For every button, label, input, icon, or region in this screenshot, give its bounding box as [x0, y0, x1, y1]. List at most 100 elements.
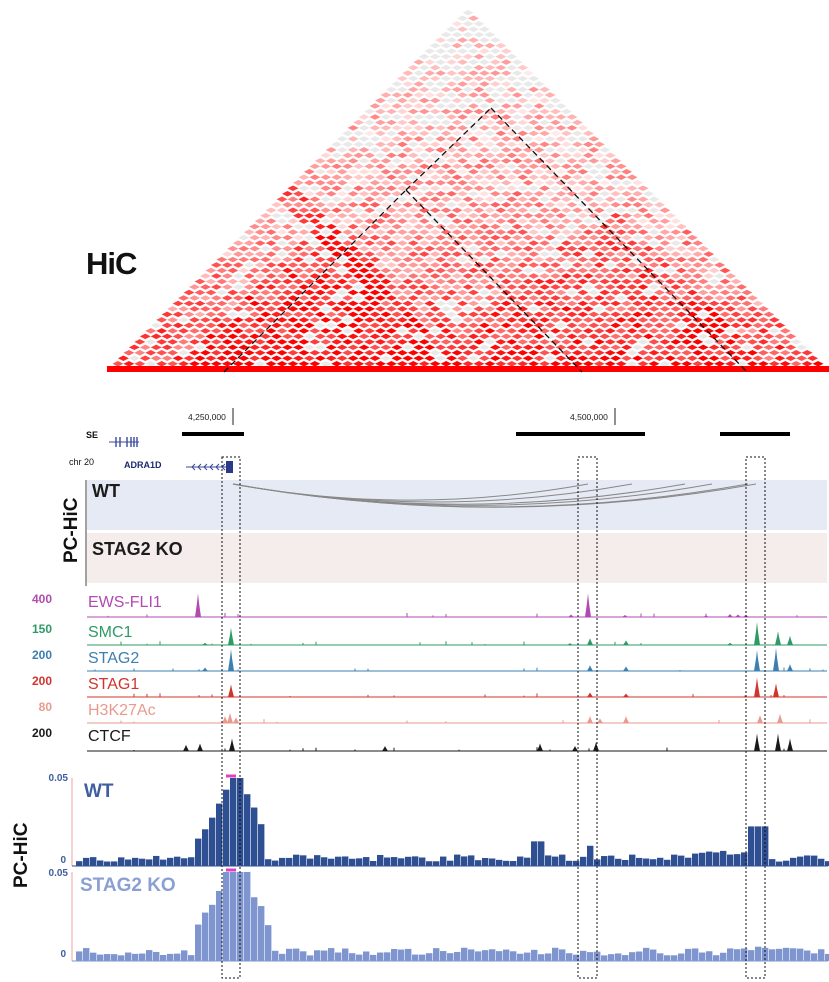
track-scale: 200: [31, 726, 52, 740]
hic-cell: [599, 289, 611, 296]
hic-cell: [325, 256, 337, 263]
hic-cell: [648, 240, 660, 246]
hic-cell: [637, 251, 649, 257]
hic-cell: [210, 339, 222, 345]
hic-cell: [309, 196, 321, 202]
hic-cell: [396, 251, 408, 257]
hic-cell: [719, 322, 731, 329]
hic-cell: [446, 322, 458, 329]
hic-cell: [254, 262, 266, 268]
hic-cell: [320, 196, 332, 202]
hic-cell: [577, 311, 589, 318]
hic-cell: [571, 273, 583, 279]
hic-cell: [550, 361, 561, 367]
hic-cell: [369, 169, 381, 175]
genome-browser: [85, 408, 827, 752]
hic-cell: [407, 185, 419, 191]
hic-cell: [446, 278, 458, 285]
hic-cell: [446, 59, 458, 65]
hic-cell: [681, 284, 693, 290]
hic-cell: [489, 289, 501, 296]
hic-cell: [385, 86, 397, 93]
pchic-bar: [517, 953, 524, 961]
hic-cell: [369, 147, 381, 153]
hic-cell: [741, 322, 753, 329]
pchic-bar: [230, 872, 237, 961]
hic-cell: [664, 311, 676, 318]
hic-cell: [659, 339, 671, 345]
hic-cell: [533, 234, 545, 241]
hic-cell: [276, 317, 288, 323]
hic-cell: [189, 306, 200, 312]
hic-cell: [418, 185, 430, 191]
hic-cell: [664, 322, 676, 329]
pchic-bar: [202, 829, 209, 866]
hic-cell: [615, 273, 627, 279]
hic-cell: [462, 350, 474, 356]
hic-cell: [478, 322, 490, 329]
hic-cell: [506, 53, 518, 60]
hic-cell: [402, 125, 414, 131]
hic-cell: [347, 223, 359, 230]
hic-cell: [511, 234, 523, 241]
hic-cell: [599, 212, 611, 219]
hic-cell: [320, 240, 332, 246]
hic-cell: [282, 212, 293, 219]
hic-cell: [435, 267, 447, 274]
pchic-bar: [125, 952, 132, 961]
hic-cell: [517, 328, 529, 334]
hic-cell: [249, 344, 261, 351]
hic-cell: [550, 174, 561, 181]
pchic-bar: [769, 949, 776, 961]
hic-cell: [331, 328, 343, 334]
hic-cell: [659, 328, 671, 334]
hic-cell: [396, 196, 408, 202]
hic-cell: [588, 322, 600, 329]
hic-cell: [331, 240, 343, 246]
hic-cell: [599, 245, 611, 252]
hic-cell: [391, 158, 403, 164]
hic-cell: [336, 333, 348, 340]
hic-cell: [462, 284, 474, 290]
hic-cell: [440, 31, 452, 38]
hic-cell: [391, 311, 403, 318]
hic-cell: [358, 158, 370, 164]
hic-cell: [205, 344, 217, 351]
hic-cell: [659, 306, 671, 312]
hic-cell: [653, 333, 665, 340]
hic-cell: [298, 317, 310, 323]
hic-cell: [473, 339, 485, 345]
hic-cell: [664, 289, 676, 296]
hic-cell: [216, 267, 228, 274]
hic-cell: [478, 125, 490, 131]
hic-cell: [550, 306, 561, 312]
hic-cell: [708, 333, 720, 340]
hic-cell: [560, 174, 572, 181]
hic-cell: [353, 339, 365, 345]
hic-cell: [528, 295, 540, 301]
pchic-bar: [573, 860, 580, 866]
hic-cell: [528, 108, 540, 115]
hic-cell: [648, 339, 660, 345]
hic-cell: [325, 289, 337, 296]
track-name: CTCF: [88, 728, 131, 745]
hic-cell: [314, 322, 326, 329]
hic-cell: [364, 240, 376, 246]
hic-cell: [495, 229, 507, 235]
chip-peak: [773, 648, 779, 671]
hic-cell: [407, 108, 419, 115]
hic-cell: [533, 278, 545, 285]
hic-cell: [462, 361, 474, 367]
hic-cell: [227, 300, 239, 307]
hic-cell: [495, 53, 507, 60]
hic-cell: [320, 306, 332, 312]
hic-cell: [457, 300, 468, 307]
hic-cell: [632, 191, 644, 197]
hic-cell: [577, 201, 589, 208]
hic-cell: [539, 119, 551, 126]
hic-cell: [369, 344, 381, 351]
hic-cell: [435, 344, 447, 351]
hic-cell: [768, 361, 780, 367]
hic-cell: [577, 333, 589, 340]
pchic-bar: [475, 951, 482, 961]
